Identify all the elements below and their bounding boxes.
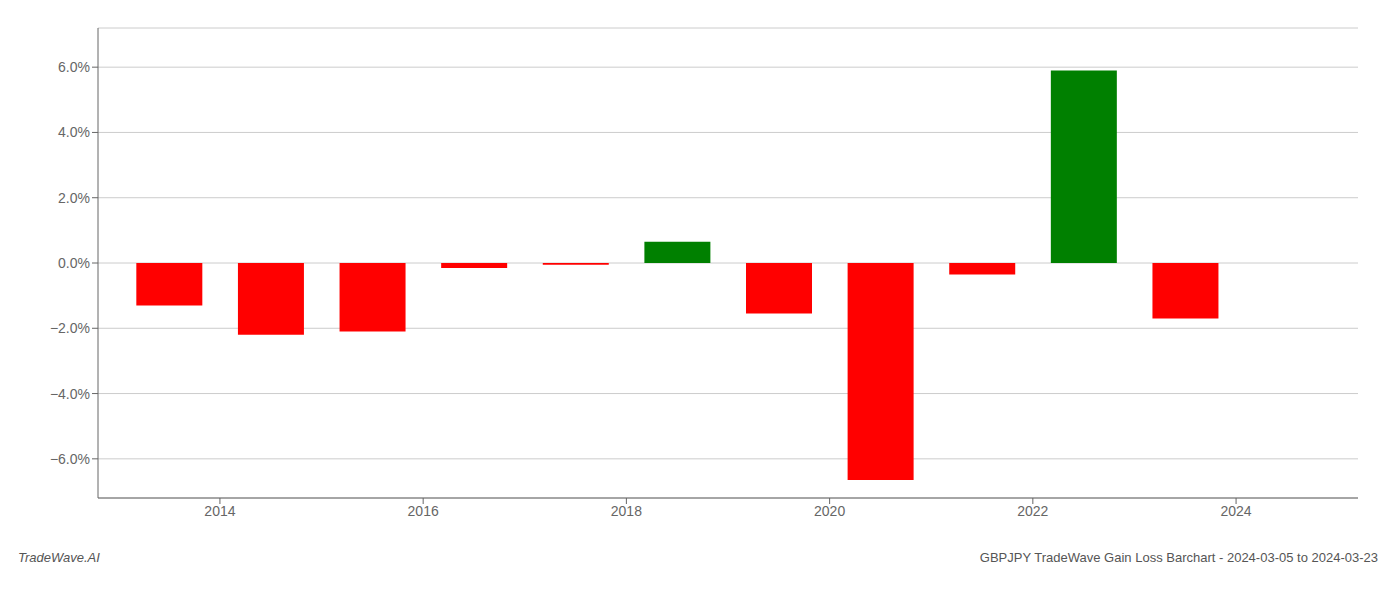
html-text:TradeWave.AI: TradeWave.AI: [18, 550, 100, 565]
svg-text:2.0%: 2.0%: [58, 190, 90, 206]
svg-text:6.0%: 6.0%: [58, 59, 90, 75]
svg-text:4.0%: 4.0%: [58, 124, 90, 140]
html-text:GBPJPY TradeWave Gain Loss Bar: GBPJPY TradeWave Gain Loss Barchart - 20…: [979, 550, 1378, 565]
svg-text:−6.0%: −6.0%: [50, 451, 90, 467]
svg-text:2020: 2020: [814, 503, 845, 519]
svg-text:−4.0%: −4.0%: [50, 386, 90, 402]
svg-text:−2.0%: −2.0%: [50, 320, 90, 336]
svg-text:2018: 2018: [611, 503, 642, 519]
svg-text:0.0%: 0.0%: [58, 255, 90, 271]
svg-text:2014: 2014: [204, 503, 235, 519]
svg-text:2024: 2024: [1220, 503, 1251, 519]
svg-text:2022: 2022: [1017, 503, 1048, 519]
svg-text:2016: 2016: [408, 503, 439, 519]
